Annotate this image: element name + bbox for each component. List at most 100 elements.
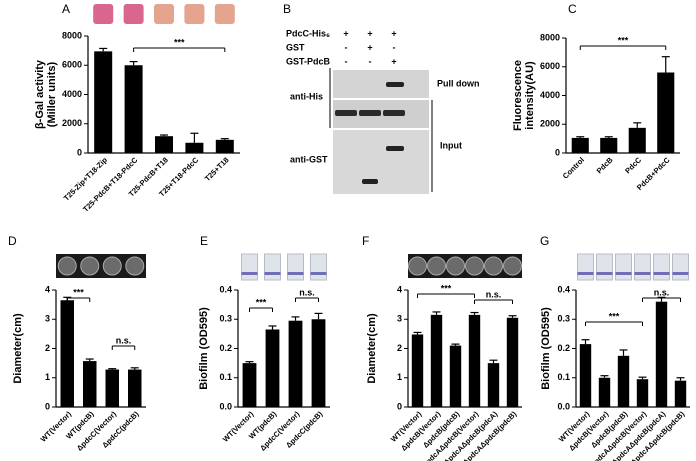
band [335,110,357,116]
significance: *** [618,35,629,45]
y-tick-label: 0.1 [557,372,570,382]
sign: - [345,56,348,66]
y-axis-label: Biofilm (OD595) [198,307,210,390]
bar [598,377,611,407]
y-tick-label: 2 [45,343,50,353]
bar [83,361,97,407]
y-tick-label: 3 [397,314,402,324]
band [362,179,378,184]
significance: *** [174,37,185,47]
tube-stain [634,272,651,275]
y-tick-label: 4 [397,284,402,294]
y-axis-label: β-Gal activity [34,59,46,129]
y-tick-label: 0.2 [219,343,232,353]
tube-stain [653,272,670,275]
tube-stain [241,272,258,275]
bar [288,320,303,407]
y-axis-label: intensity(AU) [524,61,536,130]
bar [60,300,74,407]
bar [185,142,204,153]
x-tick-label: T25-PdcB+T18-PdcC [81,155,140,214]
bar [124,65,143,153]
colony [408,256,427,276]
significance: n.s. [654,287,670,297]
y-tick-label: 8000 [62,30,82,40]
tube-photo [241,253,258,281]
y-tick-label: 2000 [540,119,560,129]
tube-stain [577,272,594,275]
y-tick-label: 0.4 [219,284,232,294]
bar [600,137,618,153]
y-tick-label: 1 [45,372,50,382]
y-axis-label: Fluorescence [512,60,524,131]
tube-stain [264,272,281,275]
bar [94,51,113,154]
y-tick-label: 0.2 [557,343,570,353]
sign: + [343,28,348,38]
bar [215,139,234,153]
y-tick-label: 0.0 [219,401,232,411]
x-tick-label: T25+T18 [203,155,231,183]
row-label: PdcC-His₆ [286,28,330,38]
band [383,110,405,116]
tube-photo [577,253,594,281]
bar [617,355,630,407]
band [386,146,404,151]
y-tick-label: 0 [45,401,50,411]
tube-stain [672,272,689,275]
bar [128,369,142,407]
y-tick-label: 2 [397,343,402,353]
bar [468,314,481,407]
tube-photo [264,253,281,281]
well-photo [123,4,144,24]
y-axis-label: Diameter(cm) [366,313,378,384]
well-photo [93,4,114,24]
bar [657,72,675,153]
sign: + [391,56,396,66]
x-tick-label: Control [561,155,586,180]
y-tick-label: 8000 [540,32,560,42]
bar [571,137,589,153]
band [359,110,381,116]
bar [265,329,280,407]
x-tick-label: PdcB [595,155,615,175]
tube-photo [596,253,613,281]
colony [446,256,465,276]
bar [674,380,687,407]
row-label: GST-PdcB [286,56,331,66]
y-tick-label: 4000 [540,90,560,100]
y-tick-label: 0 [77,147,82,157]
significance: n.s. [486,289,502,299]
bar [242,363,257,407]
blot-image [333,130,429,194]
colony [427,256,446,276]
well-photo [184,4,205,24]
y-tick-label: 2000 [62,118,82,128]
blot-image [333,70,429,98]
y-tick-label: 0 [555,147,560,157]
significance: *** [256,297,267,307]
sign: + [391,28,396,38]
tube-photo [615,253,632,281]
bar [449,345,462,407]
x-tick-label: PdcC [623,155,643,175]
y-tick-label: 6000 [540,61,560,71]
y-axis-label: Diameter(cm) [12,313,24,384]
sign: - [369,56,372,66]
antibody-label: anti-His [290,91,323,101]
bar [105,369,119,407]
colony [503,256,522,276]
panel-letter: C [568,2,577,16]
panel-letter: D [8,234,17,248]
colony [125,256,145,276]
panel-letter: A [62,2,70,16]
tube-photo [634,253,651,281]
well-photo [214,4,235,24]
tube-stain [287,272,304,275]
tube-stain [310,272,327,275]
y-axis-label: Biofilm (OD595) [540,307,552,390]
panel-letter: E [200,234,208,248]
y-tick-label: 0.3 [557,314,570,324]
bar [311,319,326,407]
bar [430,314,443,407]
